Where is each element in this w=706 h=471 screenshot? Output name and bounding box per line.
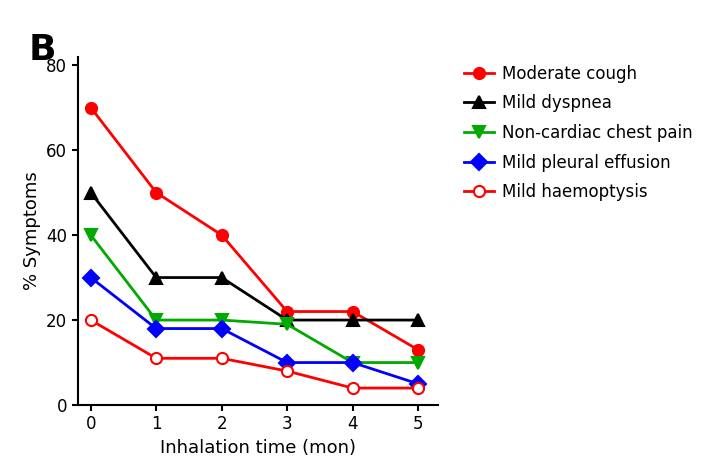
Moderate cough xyxy=(283,309,292,314)
Legend: Moderate cough, Mild dyspnea, Non-cardiac chest pain, Mild pleural effusion, Mil: Moderate cough, Mild dyspnea, Non-cardia… xyxy=(457,58,699,208)
Moderate cough xyxy=(217,232,226,238)
Moderate cough xyxy=(414,347,422,353)
Mild dyspnea xyxy=(414,317,422,323)
Moderate cough xyxy=(87,105,95,110)
Mild pleural effusion xyxy=(87,275,95,280)
Mild dyspnea xyxy=(283,317,292,323)
Mild haemoptysis xyxy=(152,356,160,361)
Moderate cough xyxy=(348,309,357,314)
Mild haemoptysis xyxy=(414,385,422,391)
Mild pleural effusion xyxy=(152,326,160,332)
Line: Mild dyspnea: Mild dyspnea xyxy=(85,187,424,325)
Line: Moderate cough: Moderate cough xyxy=(85,102,424,355)
Non-cardiac chest pain xyxy=(217,317,226,323)
Mild dyspnea xyxy=(348,317,357,323)
Mild dyspnea xyxy=(152,275,160,280)
Mild dyspnea xyxy=(217,275,226,280)
Mild pleural effusion xyxy=(348,360,357,365)
Non-cardiac chest pain xyxy=(414,360,422,365)
Non-cardiac chest pain xyxy=(283,322,292,327)
Line: Non-cardiac chest pain: Non-cardiac chest pain xyxy=(85,229,424,368)
Mild pleural effusion xyxy=(414,381,422,387)
Y-axis label: % Symptoms: % Symptoms xyxy=(23,171,40,290)
Line: Mild haemoptysis: Mild haemoptysis xyxy=(85,315,424,394)
Mild haemoptysis xyxy=(87,317,95,323)
Text: B: B xyxy=(28,33,56,67)
Moderate cough xyxy=(152,190,160,195)
Line: Mild pleural effusion: Mild pleural effusion xyxy=(85,272,424,390)
Non-cardiac chest pain xyxy=(87,232,95,238)
Non-cardiac chest pain xyxy=(152,317,160,323)
Mild haemoptysis xyxy=(283,368,292,374)
X-axis label: Inhalation time (mon): Inhalation time (mon) xyxy=(160,439,356,457)
Mild dyspnea xyxy=(87,190,95,195)
Mild haemoptysis xyxy=(217,356,226,361)
Mild pleural effusion xyxy=(283,360,292,365)
Mild pleural effusion xyxy=(217,326,226,332)
Non-cardiac chest pain xyxy=(348,360,357,365)
Mild haemoptysis xyxy=(348,385,357,391)
